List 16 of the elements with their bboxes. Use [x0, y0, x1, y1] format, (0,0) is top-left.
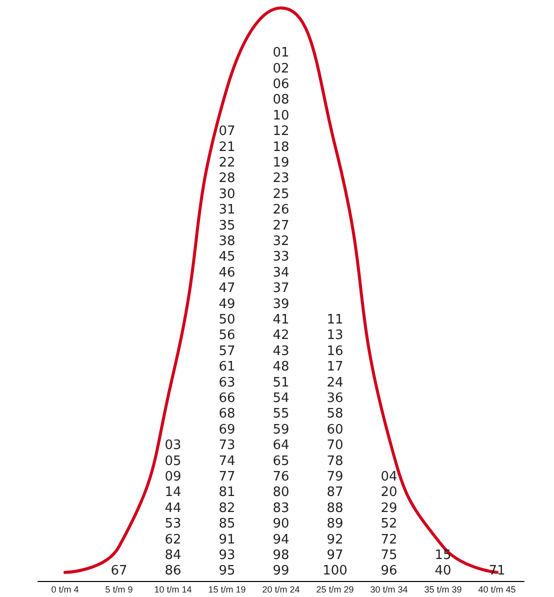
- text: 11 13 16 17 24 36 58 60 70 78 79 87 88 89 92 97 100: [322, 312, 348, 579]
- x-tick-label: 5 t/m 9: [105, 584, 133, 594]
- x-tick-label: 30 t/m 34: [370, 584, 408, 594]
- x-tick-label: 40 t/m 45: [478, 584, 516, 594]
- x-tick-label: 25 t/m 29: [316, 584, 354, 594]
- x-tick-label: 10 t/m 14: [154, 584, 192, 594]
- annotation: 04 20 29 52 72 75 96: [380, 469, 398, 579]
- x-tick-label: 0 t/m 4: [51, 584, 79, 594]
- annotation: 15 40: [434, 548, 452, 579]
- x-tick-label: 20 t/m 24: [262, 584, 300, 594]
- text: 03 05 09 14 44 53 62 84 86: [164, 438, 182, 579]
- text: 01 02 06 08 10 12 18 19 23 25 26 27 32 33 34 37 39 41 42 43 48 51 54 55 59 64 65 76 80 83 90 94 98 99: [272, 46, 290, 579]
- x-tick-label: 15 t/m 19: [208, 584, 246, 594]
- x-tick-label: 35 t/m 39: [424, 584, 462, 594]
- text: 07 21 22 28 30 31 35 38 45 46 47 49 50 56 57 61 63 66 68 69 73 74 77 81 82 85 91 93 95: [218, 124, 236, 579]
- annotation: 67: [110, 564, 128, 579]
